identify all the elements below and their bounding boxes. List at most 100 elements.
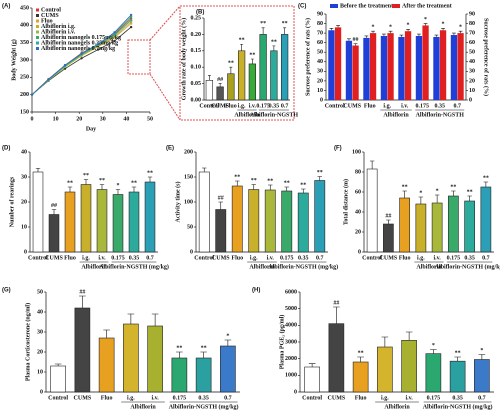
x-tick-label: Control [199, 103, 219, 109]
panel-label: (H) [252, 288, 260, 294]
y-tick-label: 200 [20, 92, 29, 98]
bar [304, 366, 320, 393]
bar [366, 168, 378, 253]
error-bar [308, 363, 316, 367]
y-tick-label: 0.05 [191, 81, 202, 87]
bar [50, 365, 66, 393]
legend-swatch [36, 25, 39, 28]
bar [128, 191, 140, 253]
bar [248, 63, 257, 101]
x-tick-label: i.v. [98, 255, 106, 261]
group-label: Albiflorin [234, 112, 260, 118]
point [129, 22, 133, 25]
point [80, 52, 83, 55]
bar [383, 223, 394, 253]
group-label: Albiflorin-NGSTH (mg/kg) [435, 263, 500, 270]
x-tick-label: CUMS [212, 255, 230, 261]
legend-label: Albiflorin nanogels 0.7mg/kg [41, 46, 115, 52]
x-tick-label: i.v. [267, 255, 275, 261]
y-tick-label: 70 [317, 30, 323, 36]
error-bar [99, 184, 105, 190]
bar [404, 31, 412, 101]
group-label: Albiflorin-NGSTH (mg/kg) [268, 263, 338, 270]
bar [480, 186, 492, 253]
bar [96, 189, 108, 253]
bar [171, 357, 188, 393]
y2-tick-label: 40 [469, 59, 475, 65]
error-bar [83, 179, 89, 185]
y-tick-label: 50 [317, 50, 323, 56]
significance-mark: ** [176, 345, 182, 351]
y-tick-label: 200 [184, 149, 193, 155]
y-tick-label: 0.25 [191, 15, 202, 21]
x-tick-label: 0.7 [482, 255, 490, 261]
x-tick-label: i.g. [383, 103, 391, 109]
error-bar [402, 190, 407, 198]
x-tick-label: i.g. [381, 395, 389, 401]
legend-label: After the treatment [402, 3, 452, 9]
error-bar [371, 30, 375, 34]
group-label: Albiflorin [416, 264, 442, 270]
group-label: Albiflorin [81, 264, 107, 270]
y-tick-label: 3000 [285, 339, 297, 345]
y2-tick-label: 90 [469, 11, 475, 17]
legend-swatch [330, 4, 338, 8]
y-tick-label: 0.10 [191, 65, 202, 71]
significance-mark: * [459, 25, 462, 31]
y-tick-label: 150 [20, 109, 29, 115]
bar [449, 360, 466, 393]
bar [352, 45, 359, 100]
bar [220, 345, 236, 393]
x-tick-label: 50 [147, 116, 153, 122]
y-tick-label: 20 [317, 78, 323, 84]
error-bar [405, 331, 413, 341]
bar [345, 40, 353, 100]
x-tick-label: Control [302, 395, 322, 401]
bar [32, 171, 44, 253]
x-tick-label: 0.35 [452, 395, 463, 401]
error-bar [224, 339, 232, 346]
bar [74, 307, 91, 393]
x-tick-label: Control [325, 103, 345, 109]
bar [369, 33, 377, 100]
x-tick-label: Control [28, 255, 48, 261]
bar [123, 323, 139, 393]
y-tick-label: 10 [37, 369, 43, 375]
y-tick-label: 0 [190, 249, 193, 255]
significance-mark: * [117, 183, 120, 189]
group-label: Albiflorin [384, 404, 410, 410]
x-tick-label: Fluo [225, 103, 237, 109]
group-label: Albiflorin-NGSTH [416, 112, 465, 118]
y2-tick-label: 30 [469, 69, 475, 75]
error-bar [364, 35, 369, 38]
y-tick-label: 100 [352, 149, 361, 155]
error-bar [382, 33, 386, 36]
significance-mark: ** [239, 38, 245, 44]
error-bar [381, 336, 389, 347]
zoom-frame [179, 5, 295, 121]
x-tick-label: i.g. [82, 255, 90, 261]
significance-mark: * [372, 25, 375, 31]
bar [144, 181, 156, 253]
y-tick-label: 90 [317, 11, 323, 17]
y-tick-label: 30 [37, 329, 43, 335]
y2-tick-label: 70 [469, 30, 475, 36]
error-bar [54, 363, 62, 366]
error-bar [406, 28, 410, 32]
significance-mark: ** [67, 180, 73, 186]
x-tick-label: i.v. [249, 103, 257, 109]
y-tick-label: 450 [20, 5, 29, 11]
x-tick-label: 0 [31, 116, 34, 122]
x-tick-label: CUMS [211, 103, 229, 109]
error-bar [272, 45, 276, 51]
y-tick-label: 40 [37, 309, 43, 315]
error-bar [336, 25, 340, 28]
y-axis-label: Total distance (m) [342, 179, 349, 225]
x-tick-label: 0.175 [447, 255, 461, 261]
x-tick-label: 0.175 [256, 103, 270, 109]
error-bar [369, 160, 375, 169]
significance-mark: * [442, 22, 445, 28]
y2-tick-label: 10 [469, 88, 475, 94]
legend-label: Control [41, 7, 61, 13]
point [129, 20, 133, 24]
